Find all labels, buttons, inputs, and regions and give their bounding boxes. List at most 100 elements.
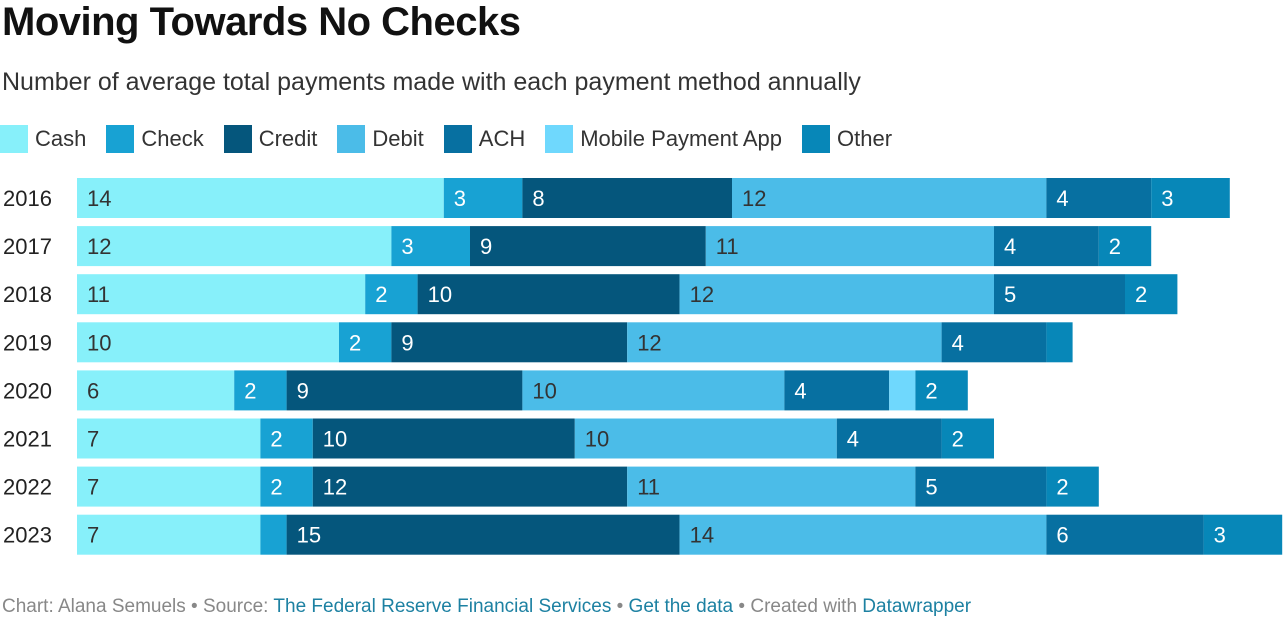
data-label: 4 <box>847 427 859 452</box>
category-label: 2017 <box>3 234 52 259</box>
data-label: 7 <box>87 427 99 452</box>
data-label: 2 <box>349 330 361 355</box>
bar-segment-credit <box>312 418 575 459</box>
data-label: 12 <box>742 186 766 211</box>
created-with-text: Created with <box>750 596 858 617</box>
legend-swatch <box>0 125 28 153</box>
data-label: 2 <box>1056 475 1068 500</box>
data-label: 3 <box>454 186 466 211</box>
data-label: 10 <box>585 427 609 452</box>
data-label: 11 <box>637 475 660 500</box>
legend-item-credit: Credit <box>223 125 318 153</box>
data-label: 2 <box>952 427 964 452</box>
bar-segment-other <box>915 370 968 411</box>
category-label: 2016 <box>3 186 52 211</box>
bar-segment-credit <box>470 226 706 267</box>
legend-label: Cash <box>35 126 87 151</box>
data-label: 2 <box>270 475 282 500</box>
legend-item-mobile-payment-app: Mobile Payment App <box>545 125 782 153</box>
datawrapper-link[interactable]: Datawrapper <box>862 596 972 617</box>
legend-item-debit: Debit <box>337 125 424 153</box>
legend-swatch <box>106 125 135 153</box>
data-label: 10 <box>532 378 556 403</box>
legend-label: Credit <box>258 126 318 151</box>
data-label: 8 <box>532 186 544 211</box>
legend-label: Other <box>837 126 893 151</box>
data-label: 12 <box>323 475 347 500</box>
data-label: 11 <box>87 282 110 307</box>
bar-segment-other <box>1125 274 1178 315</box>
bar-segment-ach <box>1046 178 1152 218</box>
credit-text: Chart: Alana Semuels <box>2 596 186 617</box>
chart-footer: Chart: Alana Semuels • Source: The Feder… <box>2 594 971 620</box>
data-label: 11 <box>716 234 739 259</box>
legend-item-check: Check <box>106 125 204 153</box>
bar-segment-other <box>1203 514 1283 555</box>
data-label: 3 <box>1161 186 1173 211</box>
data-label: 2 <box>1109 234 1121 259</box>
data-label: 7 <box>87 523 99 548</box>
data-label: 10 <box>87 330 111 355</box>
bar-segment-ach <box>941 322 1047 363</box>
bar-segment-ach <box>836 418 942 459</box>
data-label: 4 <box>952 330 964 355</box>
data-label: 14 <box>87 186 111 211</box>
data-label: 12 <box>87 234 111 259</box>
source-prefix: Source: <box>202 596 269 617</box>
bar-segment-check <box>339 322 392 363</box>
data-label: 12 <box>690 282 714 307</box>
bar-segment-credit <box>286 370 523 411</box>
data-label: 3 <box>401 234 413 259</box>
bar-segment-cash <box>77 418 261 459</box>
bar-segment-cash <box>77 322 339 363</box>
bar-segment-ach <box>1046 514 1204 555</box>
bar-segment-cash <box>77 370 235 411</box>
data-label: 9 <box>401 330 413 355</box>
bar-segment-debit <box>627 466 916 507</box>
legend-label: Mobile Payment App <box>580 126 782 151</box>
bar-segment-credit <box>391 322 628 363</box>
data-label: 14 <box>690 523 714 548</box>
bar-segment-ach <box>784 370 890 411</box>
bar-segment-ach <box>994 274 1125 315</box>
footer-separator: • <box>191 596 198 617</box>
data-label: 2 <box>244 378 256 403</box>
bar-segment-debit <box>679 514 1047 555</box>
data-label: 10 <box>428 282 452 307</box>
data-label: 10 <box>323 427 347 452</box>
bar-segment-cash <box>77 274 366 315</box>
chart-legend: Cash Check Credit Debit ACH Mobile Payment Ap… <box>0 124 912 154</box>
bar-segment-credit <box>417 274 680 315</box>
category-label: 2018 <box>3 282 52 307</box>
legend-swatch <box>223 125 252 153</box>
data-label: 9 <box>480 234 492 259</box>
data-label: 4 <box>794 378 806 403</box>
bar-segment-check <box>260 466 313 507</box>
data-label: 3 <box>1214 523 1226 548</box>
category-label: 2019 <box>3 330 52 355</box>
data-label: 15 <box>297 523 321 548</box>
category-label: 2021 <box>3 427 52 452</box>
bar-segment-cash <box>77 178 444 218</box>
source-link[interactable]: The Federal Reserve Financial Services <box>273 596 612 617</box>
bar-segment-cash <box>77 466 261 507</box>
bar-segment-other <box>1046 466 1099 507</box>
bar-segment-debit <box>705 226 994 267</box>
get-the-data-link[interactable]: Get the data <box>628 596 734 617</box>
data-label: 2 <box>1135 282 1147 307</box>
bar-segment-check <box>443 178 523 218</box>
bar-segment-other <box>1098 226 1152 267</box>
legend-swatch <box>802 125 830 153</box>
category-label: 2020 <box>3 378 52 403</box>
bar-segment-check <box>260 418 313 459</box>
bar-segment-check <box>260 514 287 555</box>
bar-segment-other <box>1046 322 1073 363</box>
category-label: 2022 <box>3 475 52 500</box>
legend-item-ach: ACH <box>443 125 525 153</box>
data-label: 2 <box>925 378 937 403</box>
data-label: 5 <box>925 475 937 500</box>
bar-segment-debit <box>732 178 1047 218</box>
data-label: 2 <box>375 282 387 307</box>
bar-segment-debit <box>574 418 837 459</box>
